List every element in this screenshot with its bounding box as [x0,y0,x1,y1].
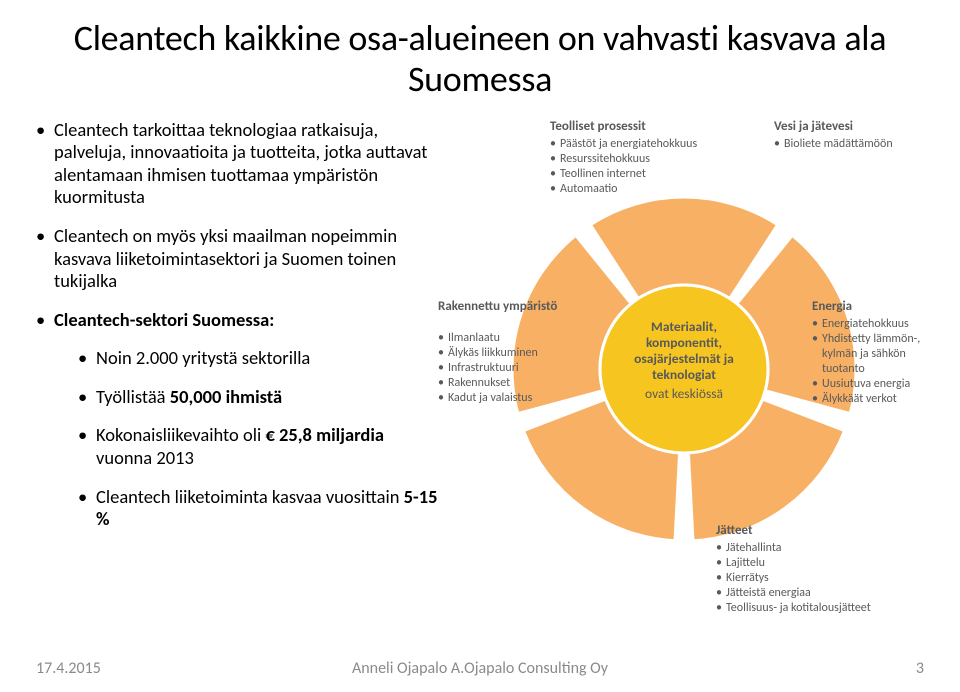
text-bold: 50,000 ihmistä [170,385,282,408]
sub-bullet-item: Kokonaisliikevaihto oli € 25,8 miljardia… [78,424,444,469]
footer-page-number: 3 [916,659,924,678]
sector-bullets-jatteet: Jätehallinta Lajittelu Kierrätys Jätteis… [716,541,901,616]
slide: Cleantech kaikkine osa-alueineen on vahv… [0,0,960,692]
sector-bullet: Jätteistä energiaa [716,586,901,601]
sector-bullet: Resurssitehokkuus [550,152,715,167]
cleantech-pie-diagram: Materiaalit, komponentit, osajärjestelmä… [444,119,924,629]
sub-bullet-item: Cleantech liiketoiminta kasvaa vuosittai… [78,486,444,531]
footer-date: 17.4.2015 [36,659,101,678]
bullet-list: Cleantech tarkoittaa teknologiaa ratkais… [36,119,444,531]
sector-bullet: Infrastruktuuri [438,361,548,376]
center-text-block: Materiaalit, komponentit, osajärjestelmä… [614,319,754,402]
right-column: Materiaalit, komponentit, osajärjestelmä… [444,119,924,629]
sub-bullet-list: Noin 2.000 yritystä sektorilla Työllistä… [54,347,444,530]
bullet-item: Cleantech-sektori Suomessa: Noin 2.000 y… [36,309,444,531]
center-line: teknologiat [614,367,754,383]
center-line: ovat keskiössä [614,386,754,402]
sector-bullet: Bioliete mädättämöön [774,137,924,152]
sector-bullet: Uusiutuva energia [812,377,932,392]
sector-bullet: Kadut ja valaistus [438,391,548,406]
sector-title-energia: Energia [812,299,852,314]
sector-bullet: Teollinen internet [550,167,715,182]
sub-bullet-item: Työllistää 50,000 ihmistä [78,386,444,409]
sector-bullet: Ilmanlaatu [438,331,548,346]
two-column-layout: Cleantech tarkoittaa teknologiaa ratkais… [36,119,924,629]
sector-title-rakennettu: Rakennettu ympäristö [438,299,557,314]
bullet-item: Cleantech tarkoittaa teknologiaa ratkais… [36,119,444,209]
sector-bullets-energia: Energiatehokkuus Yhdistetty lämmön-, kyl… [812,317,932,407]
sector-bullet: Jätehallinta [716,541,901,556]
text-bold: € 25,8 miljardia [265,423,384,446]
sector-bullet: Automaatio [550,182,715,197]
text: vuonna 2013 [96,447,444,470]
sector-bullet: Yhdistetty lämmön-, kylmän ja sähkön tuo… [812,332,932,377]
left-column: Cleantech tarkoittaa teknologiaa ratkais… [36,119,444,629]
sector-title-teolliset: Teolliset prosessit [550,119,646,134]
text: Cleantech liiketoiminta kasvaa vuosittai… [96,485,404,508]
sector-bullet: Rakennukset [438,376,548,391]
center-line: Materiaalit, [614,319,754,335]
text: Työllistää [96,385,170,408]
sector-bullets-vesi: Bioliete mädättämöön [774,137,924,152]
center-line: komponentit, [614,335,754,351]
sector-bullet: Päästöt ja energiatehokkuus [550,137,715,152]
sector-bullets-teolliset: Päästöt ja energiatehokkuus Resurssiteho… [550,137,715,197]
bullet-item: Cleantech on myös yksi maailman nopeimmi… [36,225,444,293]
sector-bullet: Teollisuus- ja kotitalousjätteet [716,601,901,616]
bullet-label: Cleantech-sektori Suomessa: [54,308,274,331]
sector-bullet: Energiatehokkuus [812,317,932,332]
sector-title-vesi: Vesi ja jätevesi [774,119,853,134]
sector-bullet: Kierrätys [716,571,901,586]
sector-bullet: Älykäs liikkuminen [438,346,548,361]
center-line: osajärjestelmät ja [614,351,754,367]
pie-sector [590,197,777,299]
sector-bullet: Lajittelu [716,556,901,571]
page-title: Cleantech kaikkine osa-alueineen on vahv… [36,18,924,101]
footer: 17.4.2015 Anneli Ojapalo A.Ojapalo Consu… [36,659,924,678]
footer-author: Anneli Ojapalo A.Ojapalo Consulting Oy [352,659,608,678]
sector-bullets-rakennettu: Ilmanlaatu Älykäs liikkuminen Infrastruk… [438,331,548,406]
sub-bullet-item: Noin 2.000 yritystä sektorilla [78,347,444,370]
sector-title-jatteet: Jätteet [716,523,752,538]
text: Kokonaisliikevaihto oli [96,423,265,446]
sector-bullet: Älykkäät verkot [812,392,932,407]
